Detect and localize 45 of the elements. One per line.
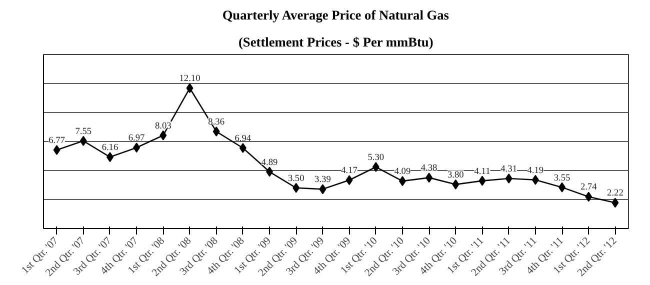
- point: [160, 130, 167, 140]
- point: [558, 182, 566, 192]
- chart-subtitle: (Settlement Prices - $ Per mmBtu): [238, 34, 434, 50]
- data-label: 4.38: [420, 164, 438, 174]
- point: [478, 176, 486, 186]
- data-label: 8.03: [154, 121, 172, 132]
- point: [372, 162, 380, 172]
- data-label: 12.10: [179, 74, 201, 84]
- point: [398, 176, 406, 186]
- data-label: 6.97: [128, 134, 146, 144]
- data-label: 4.17: [341, 166, 358, 176]
- point: [266, 166, 274, 177]
- point: [133, 142, 140, 153]
- point: [292, 182, 300, 193]
- data-label: 8.36: [208, 118, 225, 128]
- point: [612, 198, 619, 208]
- data-label: 4.09: [394, 167, 411, 178]
- chart-title: Quarterly Average Price of Natural Gas: [222, 8, 449, 22]
- data-label: 4.31: [500, 164, 518, 175]
- point: [585, 192, 592, 202]
- data-label: 3.80: [447, 170, 464, 180]
- data-label: 6.16: [102, 143, 118, 154]
- point: [426, 172, 433, 183]
- point: [53, 144, 60, 155]
- point: [80, 136, 87, 146]
- data-label: 4.19: [527, 166, 544, 176]
- point: [239, 142, 246, 153]
- point: [106, 152, 114, 162]
- point: [346, 175, 353, 186]
- point: [186, 83, 194, 94]
- data-label: 4.89: [261, 158, 278, 168]
- point: [212, 126, 220, 137]
- point: [532, 174, 539, 185]
- data-label: 5.30: [368, 153, 384, 164]
- data-label: 4.11: [474, 166, 491, 177]
- data-label: 2.22: [607, 188, 624, 199]
- point: [505, 174, 512, 184]
- point: [319, 184, 326, 194]
- data-label: 3.50: [288, 174, 305, 184]
- data-label: 6.77: [48, 136, 66, 146]
- data-label: 7.55: [75, 126, 92, 137]
- data-label: 3.55: [554, 173, 571, 184]
- data-label: 3.39: [314, 175, 332, 186]
- point: [452, 179, 460, 190]
- data-label: 2.74: [580, 182, 598, 193]
